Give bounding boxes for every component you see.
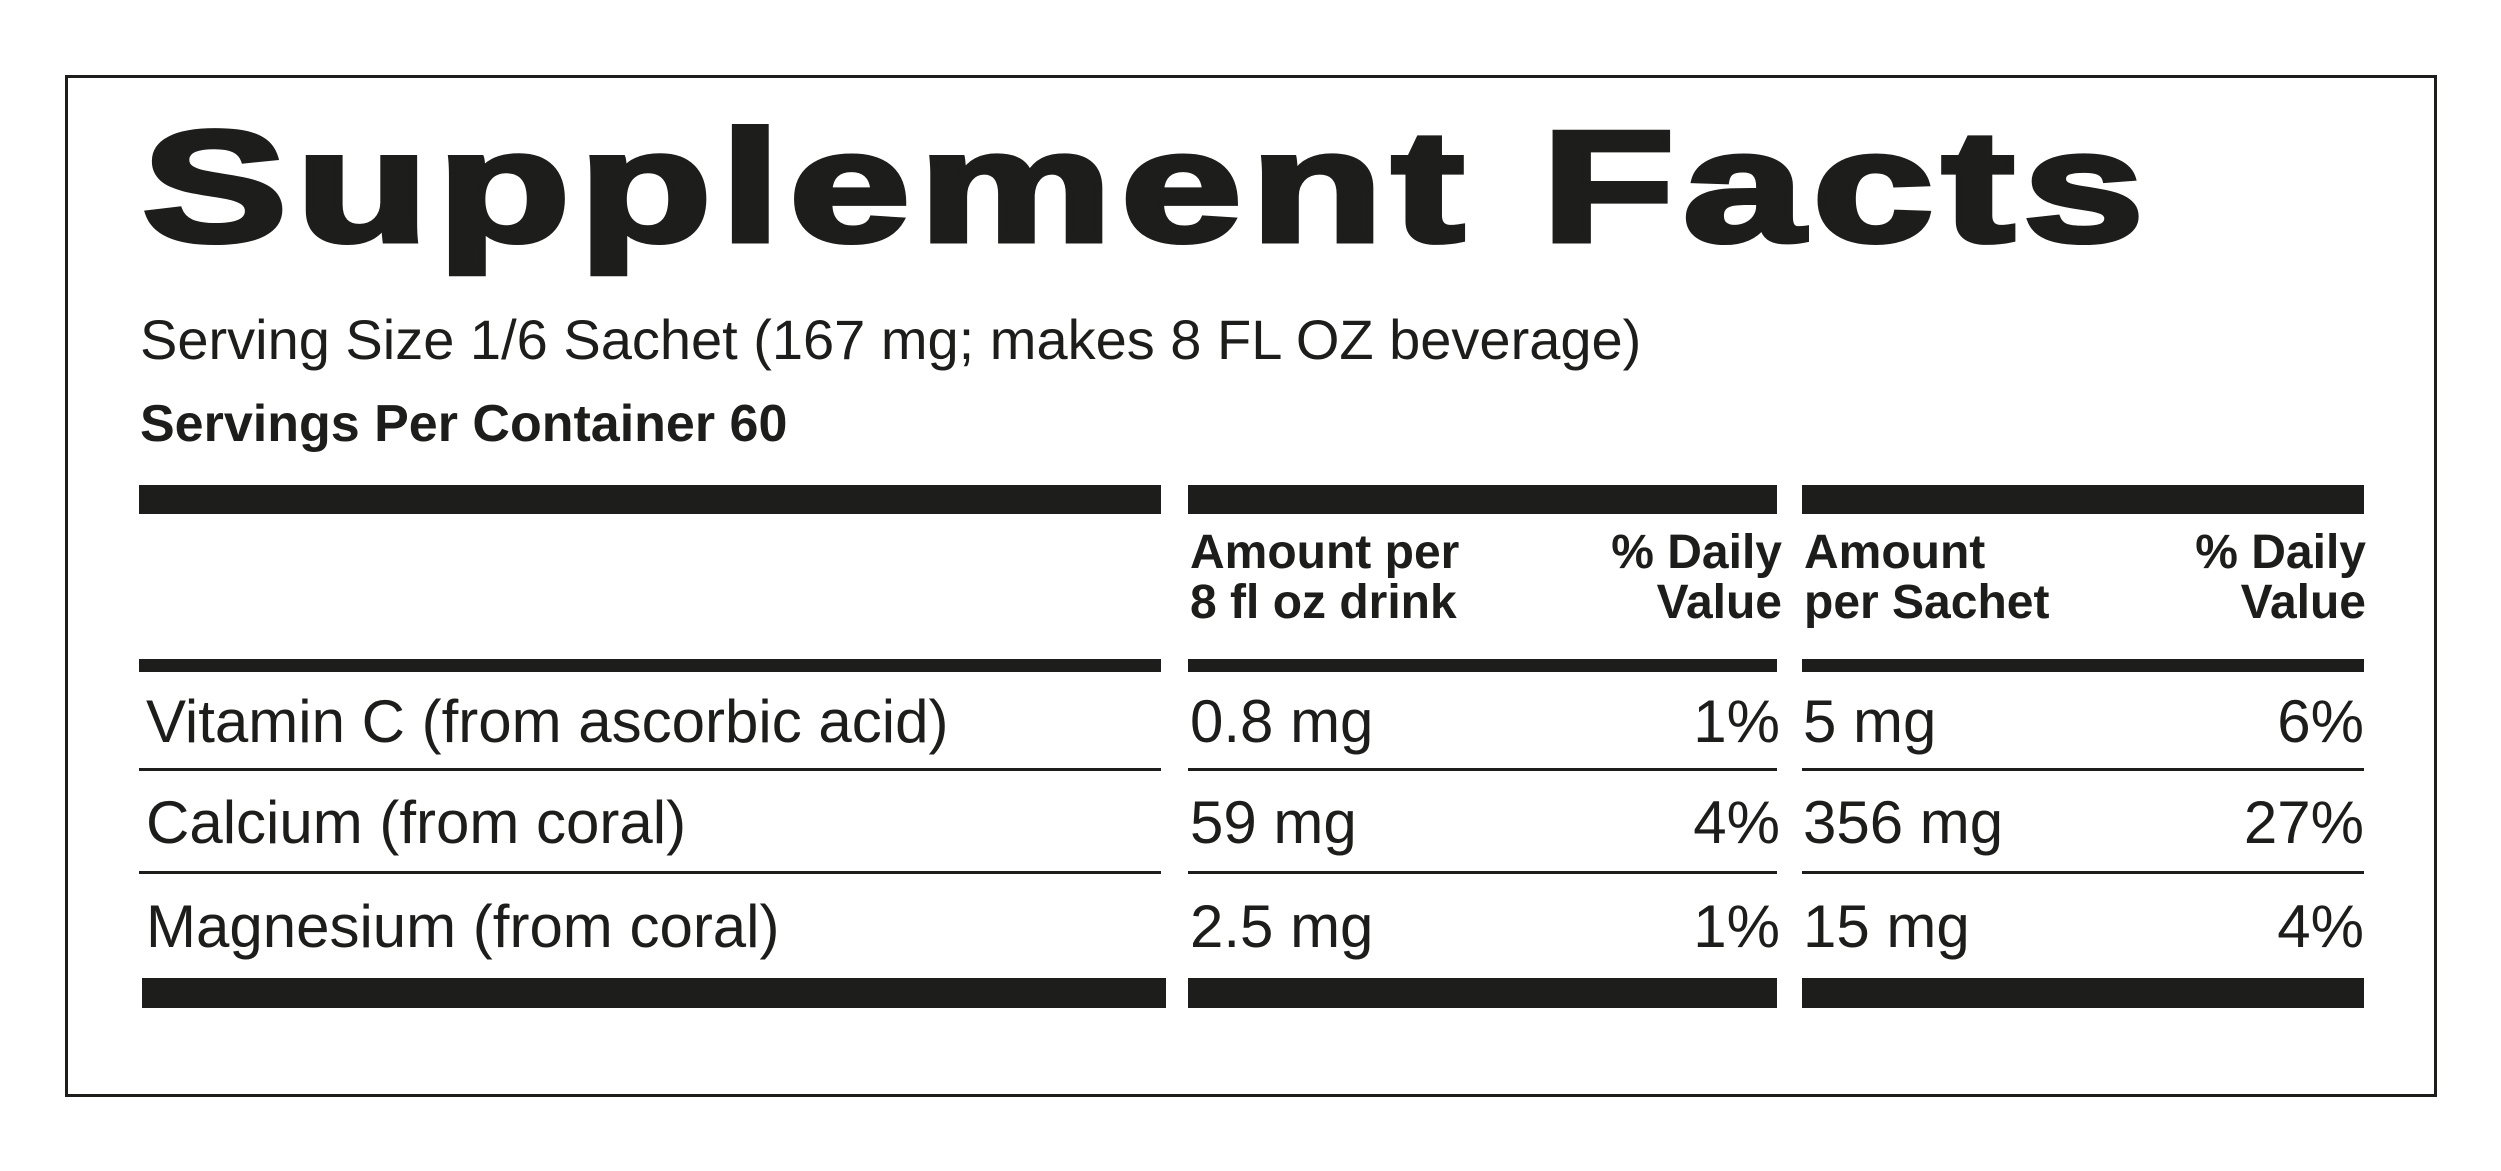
row-divider <box>1188 768 1777 771</box>
dv-sachet: 4% <box>2277 893 2364 960</box>
dv-drink: 4% <box>1693 789 1780 856</box>
header-dv-drink: % Daily Value <box>1611 526 1782 629</box>
amount-drink: 2.5 mg <box>1190 893 1374 960</box>
supplement-facts-panel <box>65 75 2437 1097</box>
header-dv-sachet: % Daily Value <box>2195 526 2366 629</box>
divider-bar <box>1802 978 2364 1008</box>
row-divider <box>1802 768 2364 771</box>
servings-per-container: Servings Per Container 60 <box>140 395 788 453</box>
serving-size: Serving Size 1/6 Sachet (167 mg; makes 8… <box>140 308 1642 371</box>
amount-sachet: 5 mg <box>1803 688 1937 755</box>
divider-bar <box>139 485 1161 514</box>
row-divider <box>139 768 1161 771</box>
header-amount-drink: Amount per 8 fl oz drink <box>1190 526 1460 629</box>
divider-bar <box>139 659 1161 672</box>
nutrient-name: Magnesium (from coral) <box>146 893 780 960</box>
divider-bar <box>142 978 1166 1008</box>
divider-bar <box>1188 485 1777 514</box>
amount-sachet: 356 mg <box>1803 789 2004 856</box>
divider-bar <box>1188 659 1777 672</box>
row-divider <box>1802 871 2364 874</box>
divider-bar <box>1802 485 2364 514</box>
amount-drink: 0.8 mg <box>1190 688 1374 755</box>
nutrient-name: Vitamin C (from ascorbic acid) <box>146 688 949 755</box>
dv-drink: 1% <box>1693 688 1780 755</box>
row-divider <box>1188 871 1777 874</box>
amount-sachet: 15 mg <box>1803 893 1970 960</box>
dv-sachet: 6% <box>2277 688 2364 755</box>
divider-bar <box>1188 978 1777 1008</box>
dv-sachet: 27% <box>2243 789 2364 856</box>
panel-title: Supplement Facts <box>139 99 2153 275</box>
divider-bar <box>1802 659 2364 672</box>
row-divider <box>139 871 1161 874</box>
dv-drink: 1% <box>1693 893 1780 960</box>
amount-drink: 59 mg <box>1190 789 1357 856</box>
nutrient-name: Calcium (from coral) <box>146 789 687 856</box>
header-amount-sachet: Amount per Sachet <box>1804 526 2050 629</box>
